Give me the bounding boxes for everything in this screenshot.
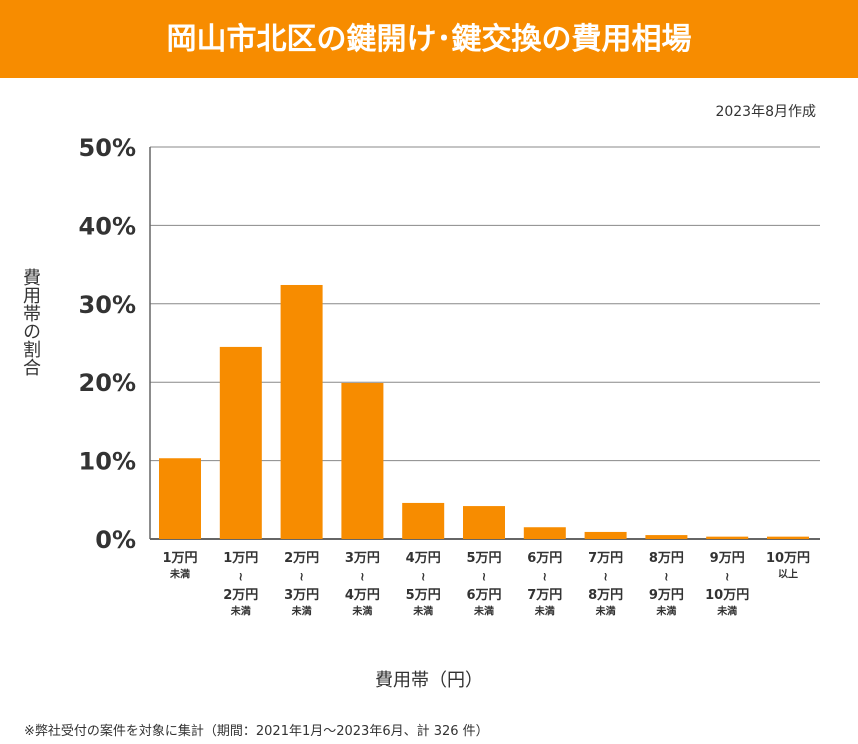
x-tick-label: 6万円 [466,588,501,603]
bar [280,284,323,539]
x-tick-label: 未満 [534,605,555,618]
x-tick-label: 以上 [778,568,798,581]
x-tick-label: 6万円 [527,551,562,566]
y-tick-label: 0% [95,526,136,554]
bar [159,458,201,539]
x-tick-label: 1万円 [223,551,258,566]
x-tick-label: ≀ [239,570,244,584]
bar [402,502,445,539]
x-tick-label: 2万円 [284,551,319,566]
y-tick-label: 10% [79,448,136,476]
x-tick-label: 7万円 [527,588,562,603]
x-tick-label: 未満 [291,605,312,618]
x-tick-label: ≀ [299,570,304,584]
bar [463,506,505,539]
x-tick-label: 未満 [473,605,494,618]
bar [767,536,809,539]
x-tick-label: 3万円 [284,588,319,603]
x-tick-label: 未満 [230,605,251,618]
x-tick-label: 9万円 [649,588,684,603]
x-tick-label: 2万円 [223,588,258,603]
x-tick-label: ≀ [725,570,730,584]
x-tick-label: 未満 [595,605,616,618]
y-axis-label: 費用帯の割合 [20,268,41,376]
y-tick-label: 20% [79,369,136,397]
x-tick-label: 5万円 [466,551,501,566]
x-tick-label: ≀ [543,570,548,584]
footnote: ※弊社受付の案件を対象に集計（期間：2021年1月～2023年6月、計 326 … [24,724,489,739]
x-tick-label: 未満 [169,568,190,581]
x-tick-label: 1万円 [162,551,197,566]
x-tick-label: ≀ [360,570,365,584]
y-tick-label: 30% [79,291,136,319]
x-tick-label: 4万円 [406,551,441,566]
header-title: 岡山市北区の鍵開け･鍵交換の費用相場 [0,0,858,78]
x-tick-label: 未満 [716,605,737,618]
bar [645,535,688,539]
x-tick-label: 未満 [412,605,433,618]
x-tick-label: 3万円 [345,551,380,566]
x-tick-label: ≀ [603,570,608,584]
x-tick-label: ≀ [421,570,426,584]
x-axis-label: 費用帯（円） [375,670,483,691]
y-tick-label: 50% [79,134,136,162]
x-tick-label: 8万円 [588,588,623,603]
x-tick-label: 5万円 [406,588,441,603]
x-tick-label: 未満 [351,605,372,618]
x-tick-label: 7万円 [588,551,623,566]
y-tick-label: 40% [79,212,136,240]
x-tick-label: ≀ [664,570,669,584]
x-tick-label: 4万円 [345,588,380,603]
x-tick-label: 10万円 [766,551,810,566]
x-tick-label: 未満 [655,605,676,618]
date-note: 2023年8月作成 [715,104,816,120]
x-tick-label: ≀ [482,570,487,584]
bar [219,346,262,539]
bar [523,527,566,539]
x-tick-label: 8万円 [649,551,684,566]
x-tick-label: 10万円 [705,588,749,603]
bar [341,382,384,539]
x-tick-label: 9万円 [710,551,745,566]
bar [584,531,627,539]
bar [706,536,749,539]
